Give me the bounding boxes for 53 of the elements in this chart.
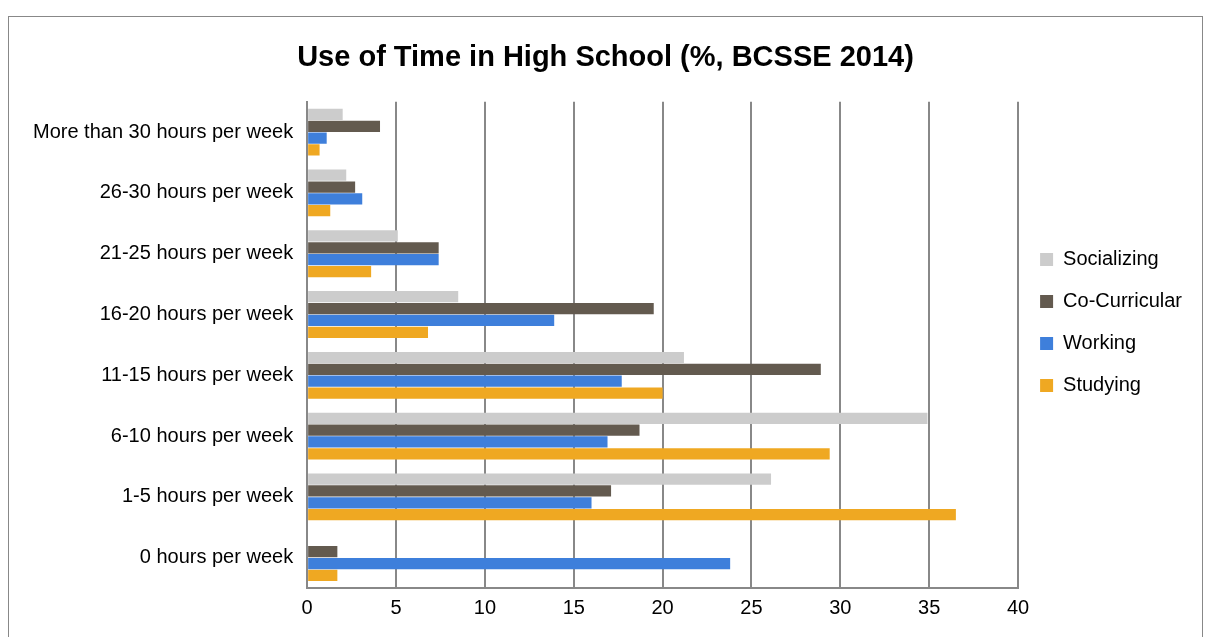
x-tick-label: 10 xyxy=(473,595,497,618)
bar xyxy=(308,193,363,205)
y-tick-label: 26-30 hours per week xyxy=(99,180,295,203)
x-tick-label: 35 xyxy=(918,595,941,618)
x-tick-label: 20 xyxy=(651,595,674,618)
bar xyxy=(308,265,372,278)
legend-label: Co-Curricular xyxy=(1063,289,1183,312)
bar xyxy=(308,546,338,558)
y-tick-label: 0 hours per week xyxy=(139,545,295,568)
bar xyxy=(308,375,622,387)
bar xyxy=(308,424,640,436)
x-tick-label: 0 xyxy=(301,595,313,618)
bar xyxy=(308,497,592,509)
bar xyxy=(308,351,684,364)
x-tick-label: 5 xyxy=(390,595,402,618)
y-tick-label: 1-5 hours per week xyxy=(121,484,295,507)
bar xyxy=(308,169,347,181)
chart-title: Use of Time in High School (%, BCSSE 2014) xyxy=(297,40,914,73)
bar xyxy=(308,108,343,121)
bar xyxy=(308,181,356,193)
bar xyxy=(308,485,612,497)
x-tick-label: 40 xyxy=(1006,595,1030,618)
bar xyxy=(308,473,772,485)
bar xyxy=(308,387,663,399)
bar xyxy=(308,254,439,266)
legend-label: Studying xyxy=(1063,373,1141,396)
bar xyxy=(308,120,381,132)
bar xyxy=(308,302,654,315)
y-tick-label: 16-20 hours per week xyxy=(99,302,295,325)
bar xyxy=(308,205,331,217)
x-tick-label: 15 xyxy=(562,595,585,618)
x-tick-label: 25 xyxy=(740,595,763,618)
bar xyxy=(308,557,731,570)
bar xyxy=(308,569,338,582)
legend-label: Working xyxy=(1063,331,1137,354)
x-tick-label: 30 xyxy=(829,595,852,618)
bar xyxy=(308,132,327,144)
y-tick-label: 21-25 hours per week xyxy=(99,241,295,264)
y-tick-label: 6-10 hours per week xyxy=(110,423,295,446)
legend-label: Socializing xyxy=(1063,247,1159,270)
bar xyxy=(308,508,956,521)
bar xyxy=(308,412,928,424)
bar xyxy=(308,448,830,460)
y-tick-label: More than 30 hours per week xyxy=(32,119,295,142)
bar xyxy=(308,230,398,242)
bar xyxy=(308,326,429,338)
bar xyxy=(308,436,608,448)
y-tick-label: 11-15 hours per week xyxy=(101,362,295,385)
bar xyxy=(308,242,439,254)
bar xyxy=(308,363,821,375)
bar xyxy=(308,291,459,303)
bar xyxy=(308,144,320,156)
bar xyxy=(308,314,555,327)
